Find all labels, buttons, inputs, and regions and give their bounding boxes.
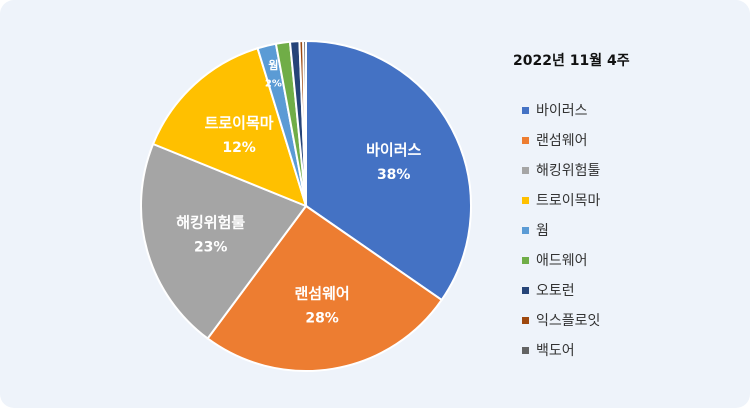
legend-item-6: 오토런 (522, 280, 575, 300)
legend-swatch (522, 106, 529, 114)
legend-swatch (522, 136, 529, 144)
pie-slice-1 (206, 204, 444, 373)
legend-swatch (522, 316, 529, 324)
legend-swatch (522, 256, 529, 264)
pie-slice-3 (151, 47, 308, 208)
slice-percent-label-4: 2% (265, 79, 282, 90)
slice-category-label-4: 웜 (268, 58, 278, 72)
slice-percent-label-2: 23% (194, 240, 228, 256)
legend-label: 애드웨어 (536, 253, 588, 269)
slice-category-label-2: 해킹위험툴 (176, 214, 245, 232)
pie-slice-0 (305, 39, 472, 302)
legend-label: 랜섬웨어 (536, 133, 588, 149)
legend-swatch (522, 196, 529, 204)
slice-category-label-3: 트로이목마 (205, 114, 274, 132)
legend-label: 해킹위험툴 (536, 163, 601, 179)
legend-item-1: 랜섬웨어 (522, 130, 588, 150)
slice-category-label-1: 랜섬웨어 (294, 284, 349, 302)
legend-swatch (522, 286, 529, 294)
legend-label: 트로이목마 (536, 193, 601, 209)
pie-slice-2 (140, 142, 308, 340)
legend-item-3: 트로이목마 (522, 190, 600, 210)
legend-label: 백도어 (536, 343, 575, 359)
legend-item-4: 웜 (522, 220, 549, 240)
legend-label: 익스플로잇 (536, 313, 601, 329)
legend-item-8: 백도어 (522, 340, 575, 360)
legend-item-0: 바이러스 (522, 100, 588, 120)
legend-item-7: 익스플로잇 (522, 310, 600, 330)
legend-swatch (522, 226, 529, 234)
legend-label: 오토런 (536, 283, 575, 299)
slice-percent-label-0: 38% (377, 167, 411, 183)
legend-swatch (522, 346, 529, 354)
slice-percent-label-1: 28% (305, 310, 339, 326)
legend-item-2: 해킹위험툴 (522, 160, 600, 180)
legend-label: 바이러스 (536, 103, 588, 119)
legend-label: 웜 (536, 223, 549, 239)
pie-slice-8 (302, 39, 307, 207)
legend-item-5: 애드웨어 (522, 250, 588, 270)
legend-swatch (522, 166, 529, 174)
slice-percent-label-3: 12% (222, 140, 256, 156)
slice-category-label-0: 바이러스 (366, 141, 421, 159)
chart-title: 2022년 11월 4주 (513, 53, 630, 69)
